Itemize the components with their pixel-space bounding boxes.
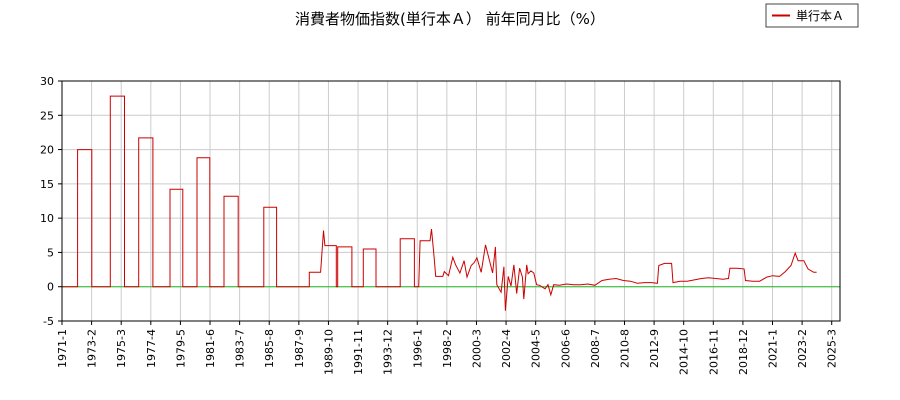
- x-tick-label: 2021-1: [767, 329, 780, 368]
- y-tick-label: -5: [43, 315, 54, 328]
- x-tick-label: 2008-7: [589, 329, 602, 368]
- x-tick-label: 1975-3: [115, 329, 128, 368]
- x-tick-label: 2010-8: [618, 329, 631, 368]
- y-axis-ticks: -5 0 5 10 15 20 25 30: [40, 75, 62, 328]
- x-tick-label: 2000-3: [470, 329, 483, 368]
- legend-label: 単行本Ａ: [796, 9, 844, 23]
- y-tick-label: 0: [47, 281, 54, 294]
- x-tick-label: 1977-4: [145, 329, 158, 368]
- legend: 単行本Ａ: [765, 3, 859, 28]
- x-tick-label: 1996-1: [411, 329, 424, 368]
- x-tick-label: 2002-4: [500, 329, 513, 368]
- x-axis-ticks: 1971-1 1973-2 1975-3 1977-4 1979-5 1981-6 1983…: [56, 321, 839, 375]
- x-tick-label: 2006-6: [559, 329, 572, 368]
- x-tick-label: 2004-5: [530, 329, 543, 368]
- x-tick-label: 1983-7: [234, 329, 247, 368]
- x-tick-label: 2014-10: [678, 329, 691, 375]
- series-line: [62, 95, 817, 311]
- series-layer: [62, 95, 817, 311]
- x-tick-label: 2016-11: [707, 329, 720, 375]
- x-tick-label: 1993-12: [382, 329, 395, 375]
- grid: [61, 80, 840, 322]
- x-tick-label: 2025-3: [826, 329, 839, 368]
- x-tick-label: 2018-12: [737, 329, 750, 375]
- legend-box: [765, 3, 859, 28]
- x-tick-label: 2012-9: [648, 329, 661, 368]
- chart-title: 消費者物価指数(単行本Ａ） 前年同月比（%）: [295, 10, 605, 28]
- x-tick-label: 1991-11: [352, 329, 365, 375]
- x-tick-label: 1979-5: [174, 329, 187, 368]
- x-tick-label: 1987-9: [293, 329, 306, 368]
- x-tick-label: 1998-2: [441, 329, 454, 368]
- y-tick-label: 10: [40, 212, 54, 225]
- y-tick-label: 15: [40, 178, 54, 191]
- y-tick-label: 5: [47, 246, 54, 259]
- x-tick-label: 1971-1: [56, 329, 69, 368]
- x-tick-label: 1973-2: [86, 329, 99, 368]
- y-tick-label: 25: [40, 109, 54, 122]
- y-tick-label: 30: [40, 75, 54, 88]
- x-tick-label: 2023-2: [796, 329, 809, 368]
- x-tick-label: 1985-8: [263, 329, 276, 368]
- x-tick-label: 1981-6: [204, 329, 217, 368]
- plot-frame: [61, 80, 841, 322]
- x-tick-label: 1989-10: [322, 329, 335, 375]
- y-tick-label: 20: [40, 144, 54, 157]
